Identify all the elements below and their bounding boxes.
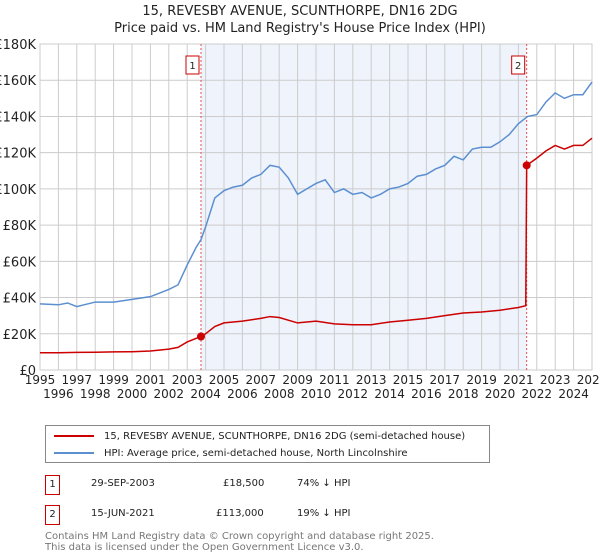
x-tick-label: 2010 <box>301 387 332 401</box>
x-tick-label: 2009 <box>282 373 313 387</box>
y-tick-label: £120K <box>0 147 36 162</box>
chart-title: 15, REVESBY AVENUE, SCUNTHORPE, DN16 2DG <box>142 4 458 19</box>
x-tick-label: 2014 <box>374 387 405 401</box>
sale-hpi-diff: 74% ↓ HPI <box>297 478 351 489</box>
x-tick-label: 2017 <box>430 373 461 387</box>
sale-hpi-diff: 19% ↓ HPI <box>297 508 351 519</box>
series-line <box>39 81 593 308</box>
legend-item-property: 15, REVESBY AVENUE, SCUNTHORPE, DN16 2DG… <box>54 429 465 443</box>
y-tick-label: £100K <box>0 183 36 198</box>
x-tick-label: 1996 <box>43 387 74 401</box>
footer-licence: This data is licensed under the Open Gov… <box>45 542 364 553</box>
plot-frame <box>39 43 593 371</box>
x-tick-label: 2008 <box>264 387 295 401</box>
x-tick-label: 1997 <box>62 373 93 387</box>
x-tick-label: 2023 <box>540 373 571 387</box>
y-tick-label: £40K <box>3 292 37 307</box>
sale-price: £113,000 <box>216 508 264 519</box>
sale-label-box <box>185 55 200 75</box>
x-tick-label: 2012 <box>338 387 369 401</box>
x-tick-label: 2002 <box>154 387 185 401</box>
series-line <box>40 137 593 354</box>
y-tick-label: £160K <box>0 74 36 89</box>
x-tick-label: 2020 <box>485 387 516 401</box>
x-tick-label: 2022 <box>522 387 553 401</box>
sale-date: 15-JUN-2021 <box>91 508 155 519</box>
chart-subtitle: Price paid vs. HM Land Registry's House … <box>114 21 486 36</box>
legend-swatch-blue <box>54 452 94 454</box>
legend-item-hpi: HPI: Average price, semi-detached house,… <box>54 446 408 460</box>
x-tick-label: 2000 <box>117 387 148 401</box>
sale-price: £18,500 <box>223 478 265 489</box>
legend-label: HPI: Average price, semi-detached house,… <box>104 447 408 459</box>
sale-point <box>522 161 531 170</box>
x-tick-label: 1999 <box>98 373 129 387</box>
x-tick-label: 1995 <box>25 373 56 387</box>
x-tick-label: 2007 <box>246 373 277 387</box>
x-tick-label: 2018 <box>448 387 479 401</box>
footer-copyright: Contains HM Land Registry data © Crown c… <box>45 531 434 542</box>
x-tick-label: 2013 <box>356 373 387 387</box>
x-tick-label: 1998 <box>80 387 111 401</box>
x-tick-label: 2025 <box>577 373 600 387</box>
y-tick-label: £60K <box>3 255 37 270</box>
legend-label: 15, REVESBY AVENUE, SCUNTHORPE, DN16 2DG… <box>104 430 466 442</box>
y-tick-label: £80K <box>3 219 37 234</box>
sale-label-box <box>511 55 526 75</box>
y-tick-label: £140K <box>0 110 36 125</box>
sale-label: 1 <box>189 61 195 72</box>
x-tick-label: 2001 <box>135 373 166 387</box>
sale-label: 2 <box>515 61 521 72</box>
legend-swatch-red <box>54 435 94 437</box>
x-tick-label: 2021 <box>503 373 534 387</box>
x-tick-label: 2004 <box>190 387 221 401</box>
sale-date: 29-SEP-2003 <box>91 478 155 489</box>
x-tick-label: 2024 <box>558 387 589 401</box>
x-tick-label: 2011 <box>319 373 350 387</box>
ownership-shade <box>201 44 527 370</box>
sale-marker-badge: 2 <box>45 505 60 525</box>
y-tick-label: £0 <box>19 364 36 379</box>
legend: 15, REVESBY AVENUE, SCUNTHORPE, DN16 2DG… <box>45 425 490 463</box>
y-tick-label: £180K <box>0 38 36 53</box>
sale-marker-badge: 1 <box>45 475 60 495</box>
price-chart: £0 £20K £40K £60K £80K £100K £120K £140K £160K £1… <box>0 38 600 401</box>
x-tick-label: 2005 <box>209 373 240 387</box>
x-tick-label: 2006 <box>227 387 258 401</box>
x-tick-label: 2019 <box>466 373 497 387</box>
x-tick-label: 2015 <box>393 373 424 387</box>
x-tick-label: 2016 <box>411 387 442 401</box>
footer: Contains HM Land Registry data © Crown c… <box>45 531 434 553</box>
x-tick-label: 2003 <box>172 373 203 387</box>
sale-point <box>197 332 205 341</box>
y-tick-label: £20K <box>3 328 37 343</box>
